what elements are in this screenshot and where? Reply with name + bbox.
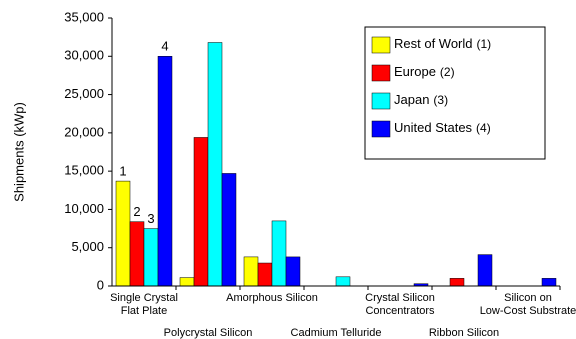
legend-label: Japan (3) xyxy=(394,92,448,107)
bar xyxy=(335,276,351,287)
bar xyxy=(221,173,237,287)
bar xyxy=(449,278,465,287)
bar xyxy=(271,220,287,287)
bar xyxy=(207,42,223,287)
legend-box xyxy=(364,26,546,160)
x-tick-label-line: Amorphous Silicon xyxy=(226,292,318,304)
legend-label: United States (4) xyxy=(394,120,491,135)
x-tick-label-line: Low-Cost Substrate xyxy=(480,305,576,317)
bar-label: 1 xyxy=(119,164,126,179)
x-tick-label: Crystal Silicon Concentrators xyxy=(365,292,435,317)
x-tick-label-line: Cadmium Telluride xyxy=(291,327,382,339)
y-tick-label: 35,000 xyxy=(64,9,104,24)
bar xyxy=(285,256,301,287)
legend-note: (1) xyxy=(477,37,492,51)
bar xyxy=(157,56,173,287)
legend-name: Japan xyxy=(394,92,429,107)
bar-label: 2 xyxy=(133,204,140,219)
bar xyxy=(143,228,159,287)
legend-note: (4) xyxy=(476,121,491,135)
x-tick-label-line: Concentrators xyxy=(365,305,435,317)
x-tick-label: Ribbon Silicon xyxy=(429,327,499,339)
x-tick-label-line: Crystal Silicon xyxy=(365,292,435,304)
x-tick-label-line: Single Crystal xyxy=(110,292,178,304)
y-tick-label: 5,000 xyxy=(71,239,104,254)
legend-note: (2) xyxy=(440,65,455,79)
bar xyxy=(243,256,259,287)
y-tick-label: 10,000 xyxy=(64,201,104,216)
x-tick-label-line: Ribbon Silicon xyxy=(429,327,499,339)
legend-swatch xyxy=(371,64,391,82)
y-tick-label: 15,000 xyxy=(64,163,104,178)
x-tick-label: Silicon on Low-Cost Substrate xyxy=(480,292,576,317)
legend-swatch xyxy=(371,92,391,110)
y-axis-label: Shipments (kWp) xyxy=(11,102,26,202)
bar xyxy=(129,221,145,287)
legend-name: United States xyxy=(394,120,473,135)
x-tick-label-line: Polycrystal Silicon xyxy=(164,327,253,339)
bar xyxy=(477,254,493,287)
x-tick-label: Polycrystal Silicon xyxy=(164,327,253,339)
y-tick-label: 30,000 xyxy=(64,48,104,63)
x-tick-label: Single Crystal Flat Plate xyxy=(110,292,178,317)
x-tick-label: Amorphous Silicon xyxy=(226,292,318,304)
x-tick-label-line: Flat Plate xyxy=(121,305,167,317)
legend-name: Europe xyxy=(394,64,436,79)
y-tick-label: 20,000 xyxy=(64,124,104,139)
legend-swatch xyxy=(371,120,391,138)
legend-swatch xyxy=(371,36,391,54)
y-tick-label: 25,000 xyxy=(64,86,104,101)
legend-name: Rest of World xyxy=(394,36,473,51)
bar-label: 3 xyxy=(147,211,154,226)
bar xyxy=(541,278,557,287)
legend-note: (3) xyxy=(433,93,448,107)
bar xyxy=(179,277,195,287)
x-tick-label-line: Silicon on xyxy=(504,292,552,304)
bar xyxy=(193,137,209,287)
y-tick-label: 0 xyxy=(97,277,104,292)
bar xyxy=(115,180,131,287)
legend-label: Europe (2) xyxy=(394,64,455,79)
bar xyxy=(257,262,273,287)
bar-label: 4 xyxy=(161,39,168,54)
x-tick-label: Cadmium Telluride xyxy=(291,327,382,339)
legend-label: Rest of World (1) xyxy=(394,36,491,51)
